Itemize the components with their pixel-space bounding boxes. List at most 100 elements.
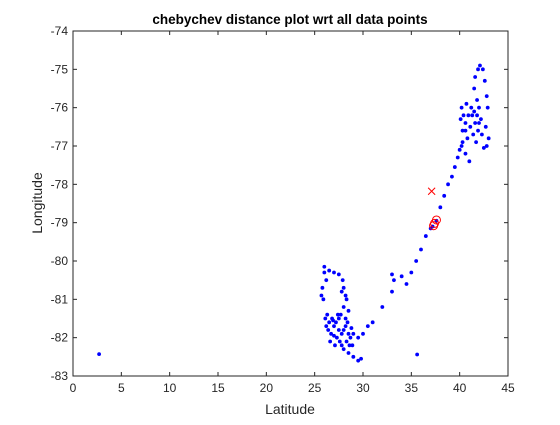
data-point xyxy=(473,75,478,79)
data-point xyxy=(97,352,101,357)
data-point xyxy=(334,320,338,325)
data-point xyxy=(477,121,481,125)
data-point xyxy=(332,333,336,338)
highlight-circle-marker xyxy=(431,215,441,225)
data-point xyxy=(324,278,329,283)
data-point xyxy=(341,347,346,352)
highlight-circle-marker xyxy=(429,221,439,231)
data-point xyxy=(336,272,341,277)
data-point xyxy=(390,289,394,294)
data-point xyxy=(327,320,332,325)
data-point xyxy=(329,331,333,336)
data-point xyxy=(356,335,361,340)
x-tick-label: 20 xyxy=(260,381,274,395)
data-point xyxy=(348,335,353,340)
y-tick-label: -77 xyxy=(51,139,69,153)
y-tick-label: -81 xyxy=(51,292,69,306)
y-tick-label: -75 xyxy=(51,62,69,76)
data-point xyxy=(380,305,385,309)
data-point xyxy=(482,78,487,83)
data-point xyxy=(331,318,335,323)
y-tick-label: -79 xyxy=(51,216,69,230)
data-point xyxy=(467,159,472,164)
data-point xyxy=(458,117,463,122)
x-tick-label: 15 xyxy=(211,381,225,395)
data-point xyxy=(346,308,351,313)
data-point xyxy=(450,174,454,179)
data-point xyxy=(472,109,477,114)
data-point xyxy=(344,297,349,302)
data-point xyxy=(338,312,343,317)
data-point xyxy=(469,105,474,110)
data-point xyxy=(457,147,462,152)
data-point xyxy=(339,331,344,336)
y-tick-label: -80 xyxy=(51,254,69,268)
data-point xyxy=(483,124,488,129)
data-point xyxy=(471,132,476,137)
x-axis-label: Latitude xyxy=(265,401,315,417)
data-point xyxy=(466,113,471,118)
data-point xyxy=(349,326,354,330)
data-point xyxy=(336,316,341,321)
data-point xyxy=(484,144,489,148)
chart-title: chebychev distance plot wrt all data poi… xyxy=(152,12,427,27)
data-point xyxy=(404,282,409,286)
data-point xyxy=(359,356,363,361)
data-point xyxy=(336,328,341,332)
y-tick-label: -78 xyxy=(51,177,69,191)
data-point xyxy=(327,268,332,273)
data-point xyxy=(455,155,460,160)
data-point xyxy=(390,272,394,277)
x-tick-label: 25 xyxy=(308,381,322,395)
y-tick-label: -82 xyxy=(51,331,69,345)
data-point xyxy=(475,113,479,118)
data-point xyxy=(459,105,464,110)
data-point xyxy=(333,343,337,348)
data-point xyxy=(346,351,351,355)
y-tick-label: -76 xyxy=(51,101,69,115)
data-point xyxy=(361,331,365,336)
data-point xyxy=(350,343,355,348)
x-marker-stroke xyxy=(427,187,436,196)
data-point xyxy=(322,270,327,275)
data-point xyxy=(452,165,457,169)
data-point xyxy=(370,320,375,325)
data-point xyxy=(472,86,477,91)
data-point xyxy=(345,320,350,325)
data-point xyxy=(480,67,485,72)
data-point xyxy=(365,324,370,329)
data-point xyxy=(484,94,489,99)
data-point xyxy=(414,259,419,263)
data-point xyxy=(335,335,339,340)
data-point xyxy=(356,358,361,363)
data-point xyxy=(343,293,348,298)
data-point xyxy=(332,270,336,275)
data-point xyxy=(419,247,423,252)
data-point xyxy=(477,105,481,110)
data-point xyxy=(460,140,465,145)
data-point xyxy=(423,234,428,238)
y-tick-label: -83 xyxy=(51,369,69,383)
data-point xyxy=(335,312,340,317)
data-point xyxy=(322,264,327,269)
data-point xyxy=(340,278,345,283)
data-point xyxy=(446,182,450,187)
x-tick-label: 45 xyxy=(501,381,515,395)
x-tick-label: 30 xyxy=(356,381,370,395)
data-point xyxy=(321,297,326,302)
data-point xyxy=(341,328,346,332)
x-tick-label: 10 xyxy=(163,381,177,395)
data-point xyxy=(339,343,344,348)
data-point xyxy=(476,128,480,133)
data-point xyxy=(324,324,329,329)
data-point xyxy=(459,144,464,148)
data-point xyxy=(474,140,478,145)
data-point xyxy=(465,136,470,141)
data-point xyxy=(463,121,468,125)
data-point xyxy=(478,63,482,68)
data-point xyxy=(468,124,473,129)
data-point xyxy=(442,193,447,198)
data-point xyxy=(341,285,346,290)
data-point xyxy=(343,316,348,321)
data-point xyxy=(476,67,480,72)
